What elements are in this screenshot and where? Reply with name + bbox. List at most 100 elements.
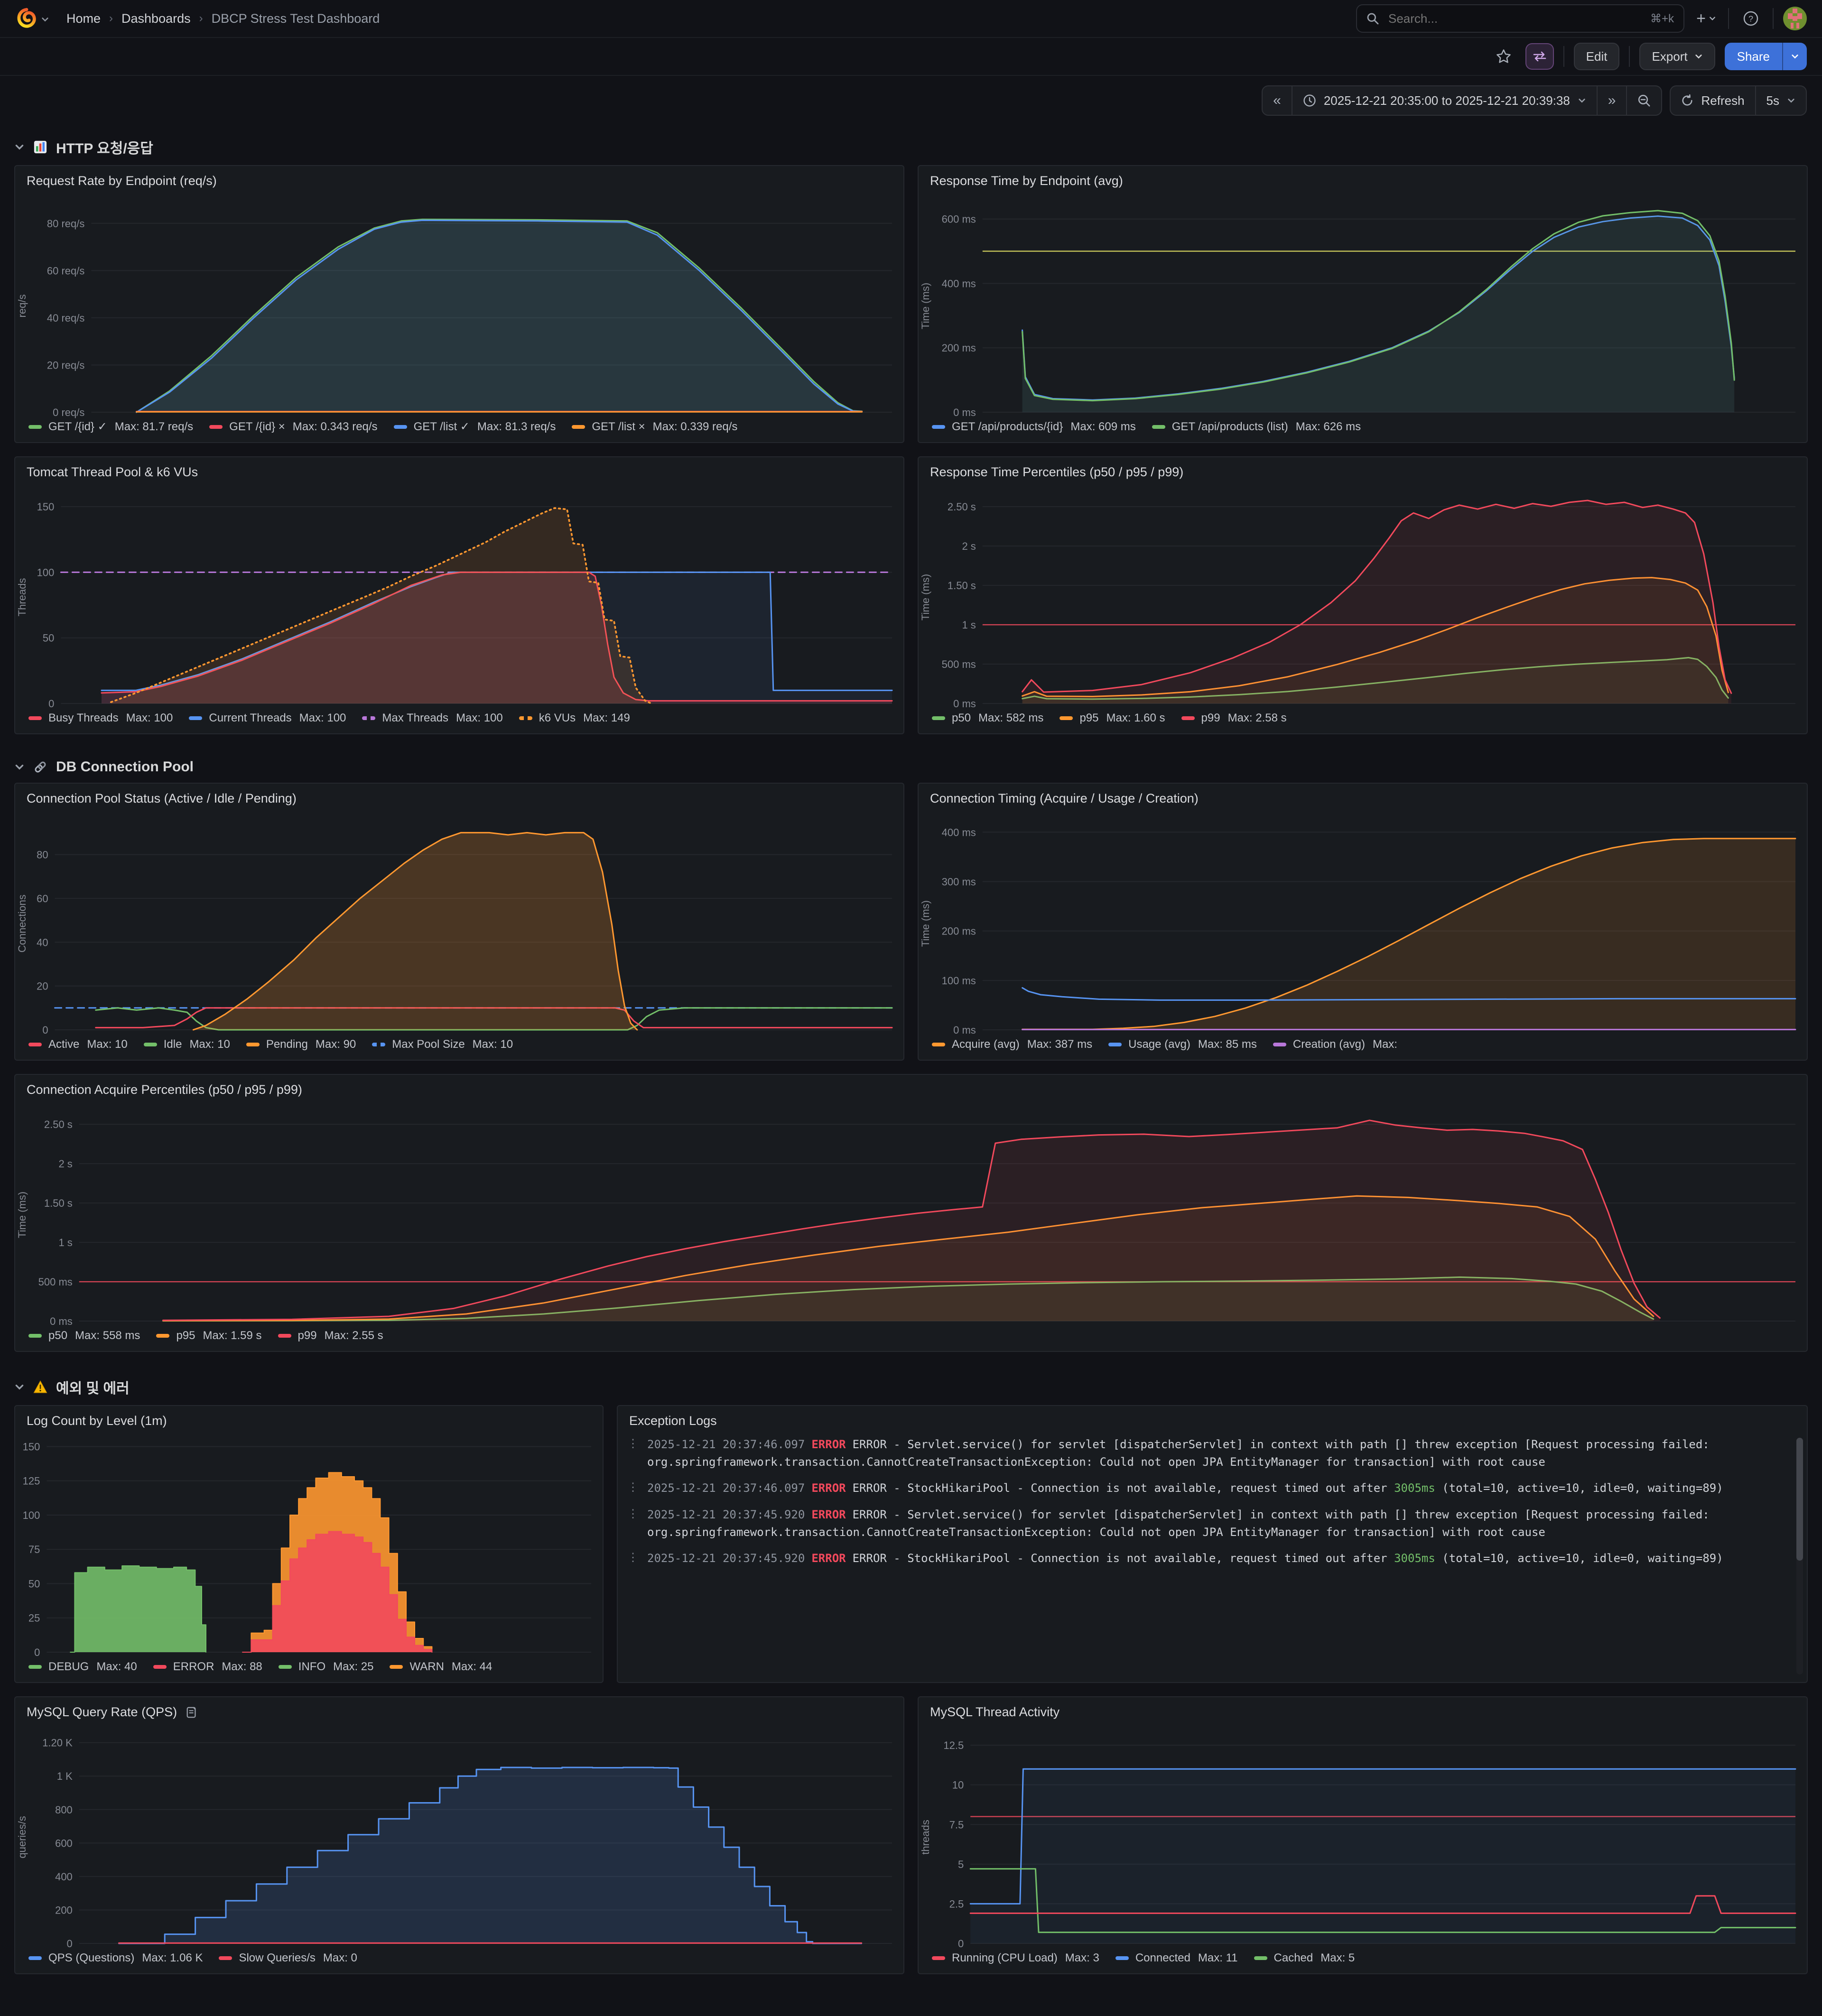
legend-item[interactable]: Connected Max: 11 bbox=[1115, 1951, 1238, 1965]
axis-tick-label: 20:39:30 bbox=[1751, 709, 1792, 711]
legend-item[interactable]: p99 Max: 2.55 s bbox=[278, 1329, 383, 1342]
log-row[interactable]: ⋮ 2025-12-21 20:37:45.920 ERROR ERROR - Sto… bbox=[627, 1550, 1788, 1567]
legend-item[interactable]: Pending Max: 90 bbox=[246, 1038, 356, 1051]
panel-acquire-percentiles: Connection Acquire Percentiles (p50 / p9… bbox=[14, 1074, 1808, 1352]
legend-item[interactable]: Cached Max: 5 bbox=[1254, 1951, 1355, 1965]
legend-item[interactable]: GET /list × Max: 0.339 req/s bbox=[572, 420, 737, 434]
series-line bbox=[1022, 499, 1732, 694]
chart-canvas[interactable]: 0 ms 500 ms 1 s 1.50 s 2 s 2.50 s 20:35:30 20:3… bbox=[919, 481, 1807, 711]
legend-item[interactable]: GET /api/products/{id} Max: 609 ms bbox=[932, 420, 1136, 434]
legend-item[interactable]: p50 Max: 558 ms bbox=[28, 1329, 140, 1342]
legend-item[interactable]: GET /{id} × Max: 0.343 req/s bbox=[209, 420, 378, 434]
axis-tick-label: 20:37:30 bbox=[1384, 1036, 1425, 1037]
panel-title[interactable]: Response Time Percentiles (p50 / p95 / p… bbox=[930, 465, 1184, 479]
legend-item[interactable]: GET /api/products (list) Max: 626 ms bbox=[1152, 420, 1361, 434]
legend-item[interactable]: Max Threads Max: 100 bbox=[362, 712, 503, 725]
chart-canvas[interactable]: 0 req/s 20 req/s 40 req/s 60 req/s 80 req/s 2… bbox=[15, 190, 903, 419]
help-button[interactable]: ? bbox=[1738, 5, 1763, 32]
legend-item[interactable]: p99 Max: 2.58 s bbox=[1181, 712, 1287, 725]
time-shift-back-button[interactable]: « bbox=[1273, 92, 1281, 108]
panel-title[interactable]: Log Count by Level (1m) bbox=[27, 1414, 167, 1428]
legend-item[interactable]: Usage (avg) Max: 85 ms bbox=[1108, 1038, 1257, 1051]
kebab-menu-icon[interactable]: ⋮ bbox=[627, 1550, 639, 1564]
series-line bbox=[969, 1868, 1796, 1933]
legend-item[interactable]: Busy Threads Max: 100 bbox=[28, 712, 173, 725]
search-input[interactable]: ⌘+k bbox=[1356, 4, 1684, 33]
legend-item[interactable]: p50 Max: 582 ms bbox=[932, 712, 1043, 725]
scrollbar-thumb[interactable] bbox=[1796, 1438, 1803, 1561]
user-avatar[interactable] bbox=[1783, 7, 1807, 30]
org-switcher[interactable] bbox=[15, 7, 49, 30]
legend-item[interactable]: Active Max: 10 bbox=[28, 1038, 128, 1051]
add-new-button[interactable]: + bbox=[1694, 5, 1719, 32]
panel-title[interactable]: Connection Pool Status (Active / Idle / … bbox=[27, 791, 297, 805]
search-field[interactable] bbox=[1386, 10, 1643, 27]
chart-canvas[interactable]: 0 20 40 60 80 20:35:30 20:36:00 20:36:30 20:37:0… bbox=[15, 808, 903, 1037]
panel-description-icon[interactable] bbox=[186, 1706, 198, 1719]
legend-item[interactable]: Slow Queries/s Max: 0 bbox=[219, 1951, 357, 1965]
chart-canvas[interactable]: 0 ms 500 ms 1 s 1.50 s 2 s 2.50 s 20:35:15 20:3… bbox=[15, 1099, 1807, 1328]
chart-canvas[interactable]: 0 ms 100 ms 200 ms 300 ms 400 ms 20:35:30 20:3… bbox=[919, 808, 1807, 1037]
legend-item[interactable]: QPS (Questions) Max: 1.06 K bbox=[28, 1951, 203, 1965]
kebab-menu-icon[interactable]: ⋮ bbox=[627, 1507, 639, 1520]
legend-item[interactable]: Acquire (avg) Max: 387 ms bbox=[932, 1038, 1092, 1051]
chart-canvas[interactable]: 0 25 50 75 100 125 150 20:36:00 20:37:00 20:38:00… bbox=[15, 1430, 603, 1659]
chart-canvas[interactable]: 0 200 400 600 800 1 K 1.20 K 20:35:30 20:36:00 20… bbox=[15, 1721, 903, 1951]
legend-item[interactable]: k6 VUs Max: 149 bbox=[519, 712, 630, 725]
kebab-menu-icon[interactable]: ⋮ bbox=[627, 1480, 639, 1494]
time-shift-forward-button[interactable]: » bbox=[1596, 86, 1627, 115]
legend-item[interactable]: p95 Max: 1.60 s bbox=[1060, 712, 1165, 725]
share-button[interactable]: Share bbox=[1724, 43, 1782, 70]
legend-label: p99 bbox=[1201, 712, 1220, 724]
kebab-menu-icon[interactable]: ⋮ bbox=[627, 1437, 639, 1450]
legend-marker bbox=[153, 1665, 167, 1669]
legend-item[interactable]: GET /{id} ✓ Max: 81.7 req/s bbox=[28, 420, 193, 434]
panel-title[interactable]: Response Time by Endpoint (avg) bbox=[930, 174, 1123, 188]
legend-item[interactable]: ERROR Max: 88 bbox=[153, 1660, 262, 1674]
legend-item[interactable]: Current Threads Max: 100 bbox=[189, 712, 346, 725]
public-dashboard-button[interactable] bbox=[1525, 43, 1554, 70]
panel-title[interactable]: MySQL Thread Activity bbox=[930, 1705, 1060, 1719]
edit-button[interactable]: Edit bbox=[1573, 43, 1620, 70]
breadcrumb-home[interactable]: Home bbox=[66, 11, 101, 26]
legend-item[interactable]: Idle Max: 10 bbox=[143, 1038, 230, 1051]
chart-canvas[interactable]: 0 50 100 150 20:35:30 20:36:00 20:36:30 20:37:0… bbox=[15, 481, 903, 711]
log-row[interactable]: ⋮ 2025-12-21 20:37:45.920 ERROR ERROR - Ser… bbox=[627, 1506, 1788, 1541]
axis-tick-label: 0 ms bbox=[953, 1024, 976, 1036]
panel-title[interactable]: Connection Timing (Acquire / Usage / Cre… bbox=[930, 791, 1199, 805]
legend-label: GET /{id} ✓ bbox=[48, 420, 107, 433]
legend-item[interactable]: INFO Max: 25 bbox=[278, 1660, 373, 1674]
legend-item[interactable]: DEBUG Max: 40 bbox=[28, 1660, 137, 1674]
axis-tick-label: 0 ms bbox=[953, 698, 976, 710]
section-http[interactable]: HTTP 요청/응답 bbox=[14, 125, 1808, 165]
refresh-button[interactable]: Refresh bbox=[1671, 86, 1755, 115]
log-row[interactable]: ⋮ 2025-12-21 20:37:46.097 ERROR ERROR - Ser… bbox=[627, 1436, 1788, 1471]
chart-canvas[interactable]: 0 ms 200 ms 400 ms 600 ms 20:35:30 20:36:00 20… bbox=[919, 190, 1807, 419]
breadcrumb-dashboards[interactable]: Dashboards bbox=[121, 11, 191, 26]
legend-item[interactable]: WARN Max: 44 bbox=[390, 1660, 492, 1674]
panel-title[interactable]: Request Rate by Endpoint (req/s) bbox=[27, 174, 217, 188]
chart-canvas[interactable]: 0 2.5 5 7.5 10 12.5 20:35:30 20:36:00 20:36:30 20… bbox=[919, 1721, 1807, 1951]
log-row[interactable]: ⋮ 2025-12-21 20:37:46.097 ERROR ERROR - Sto… bbox=[627, 1480, 1788, 1497]
section-errors[interactable]: 예외 및 에러 bbox=[14, 1365, 1808, 1405]
legend-item[interactable]: Running (CPU Load) Max: 3 bbox=[932, 1951, 1099, 1965]
export-button[interactable]: Export bbox=[1639, 43, 1715, 70]
legend-item[interactable]: Creation (avg) Max: bbox=[1273, 1038, 1397, 1051]
star-dashboard-button[interactable] bbox=[1491, 43, 1516, 70]
refresh-interval-picker[interactable]: 5s bbox=[1755, 86, 1806, 115]
panel-title[interactable]: Tomcat Thread Pool & k6 VUs bbox=[27, 465, 198, 479]
legend-item[interactable]: GET /list ✓ Max: 81.3 req/s bbox=[393, 420, 556, 434]
axis-tick-label: 20:38:00 bbox=[1476, 1036, 1516, 1037]
panel-title[interactable]: Exception Logs bbox=[629, 1414, 717, 1428]
legend-item[interactable]: p95 Max: 1.59 s bbox=[156, 1329, 262, 1342]
zoom-out-time-button[interactable] bbox=[1626, 86, 1661, 115]
legend-label: GET /{id} × bbox=[229, 420, 285, 433]
time-range-picker[interactable]: 2025-12-21 20:35:00 to 2025-12-21 20:39:… bbox=[1291, 86, 1597, 115]
share-menu-button[interactable] bbox=[1782, 43, 1807, 70]
legend-item[interactable]: Max Pool Size Max: 10 bbox=[372, 1038, 513, 1051]
panel-title[interactable]: MySQL Query Rate (QPS) bbox=[15, 1697, 903, 1721]
section-db-pool[interactable]: DB Connection Pool bbox=[14, 748, 1808, 783]
panel-title[interactable]: Connection Acquire Percentiles (p50 / p9… bbox=[27, 1082, 302, 1097]
breadcrumb-separator: › bbox=[199, 12, 203, 25]
logs-scrollbar[interactable] bbox=[1796, 1438, 1803, 1674]
